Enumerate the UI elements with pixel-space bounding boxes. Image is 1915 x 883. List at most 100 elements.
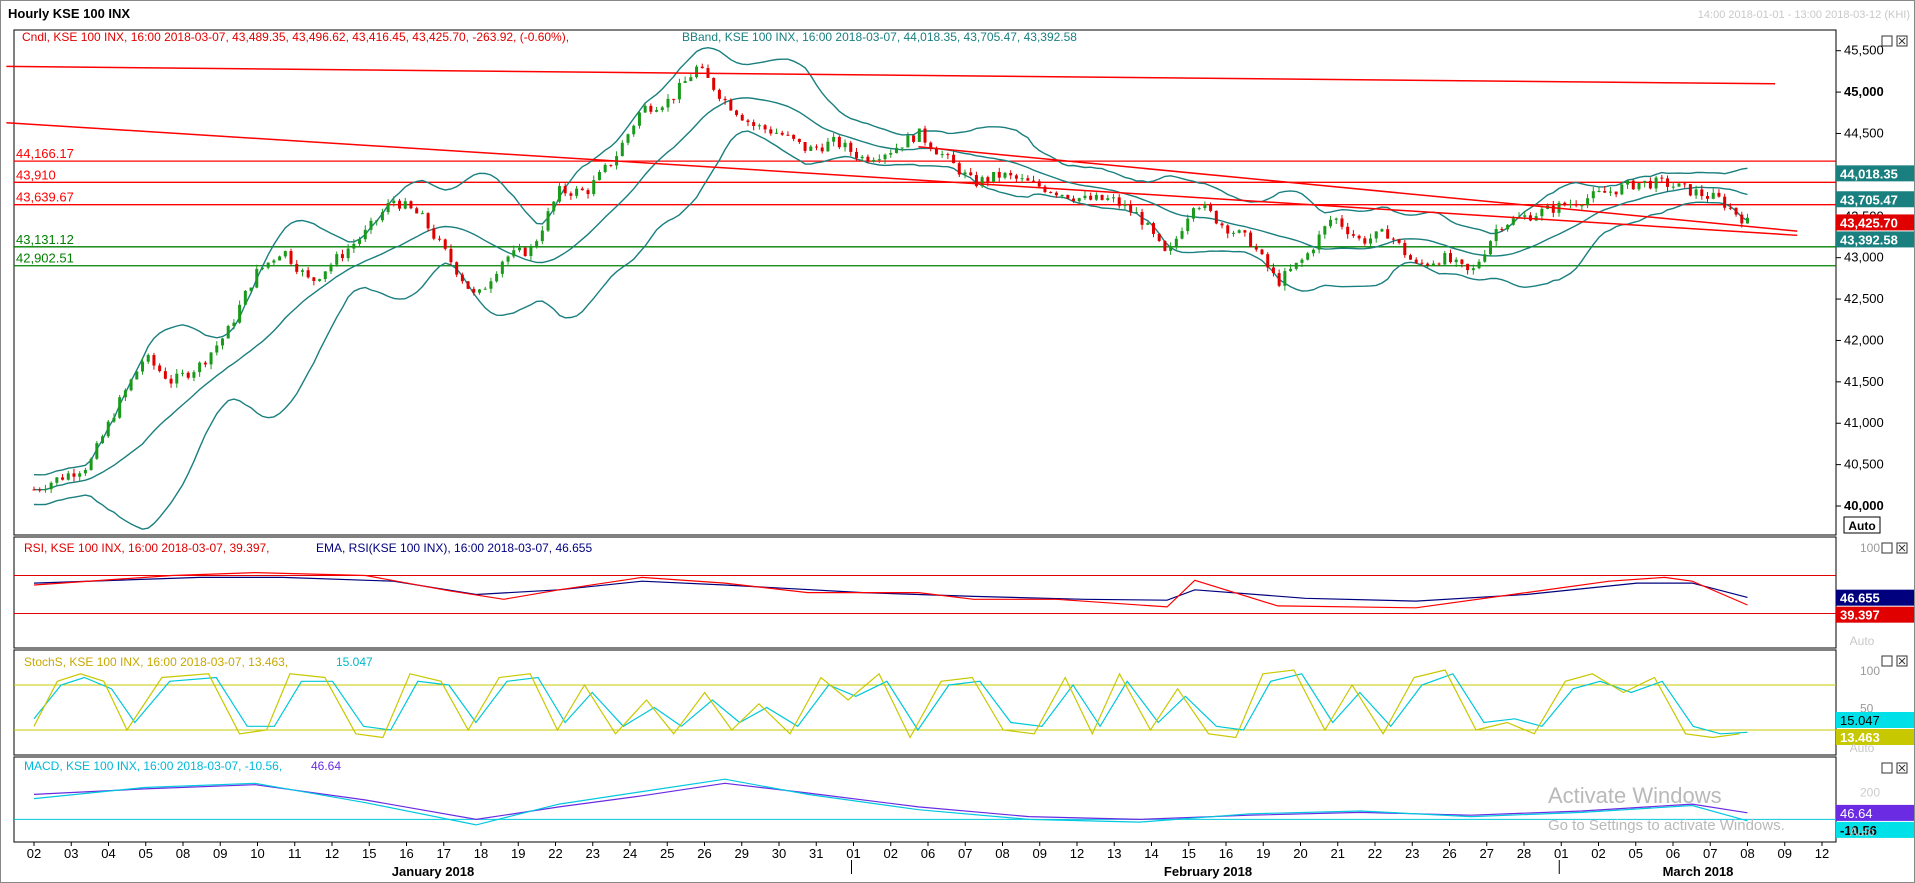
candle-body (592, 180, 596, 195)
candle-body (1289, 268, 1293, 272)
candle-body (729, 100, 733, 111)
candle-body (472, 288, 476, 293)
candle-body (335, 254, 339, 265)
candle-body (517, 247, 521, 251)
candle-body (1157, 233, 1161, 241)
candle-body (226, 326, 230, 339)
close-icon (1898, 657, 1906, 665)
rsi-auto-label[interactable]: Auto (1850, 634, 1875, 648)
stoch-header: StochS, KSE 100 INX, 16:00 2018-03-07, 1… (24, 655, 288, 669)
price-header-cndl: Cndl, KSE 100 INX, 16:00 2018-03-07, 43,… (22, 30, 569, 44)
candle-body (1191, 208, 1195, 219)
candle-body (797, 138, 801, 142)
candle-body (992, 171, 996, 182)
candle-body (106, 421, 110, 437)
time-tick-label: 26 (697, 846, 711, 861)
candle-body (306, 270, 310, 278)
time-tick-label: 09 (1033, 846, 1047, 861)
candle-body (1100, 194, 1104, 200)
candle-body (129, 379, 133, 391)
candle-body (1483, 254, 1487, 262)
price-auto-button[interactable] (1843, 516, 1881, 534)
candle-body (809, 146, 813, 151)
candle-body (843, 142, 847, 148)
candle-body (198, 362, 202, 373)
time-tick-label: 26 (1442, 846, 1456, 861)
candle-body (820, 147, 824, 152)
candle-body (712, 77, 716, 90)
candle-body (1386, 229, 1390, 239)
macd-tag-text: -10.56 (1840, 823, 1877, 838)
candle-body (403, 201, 407, 209)
price-tick-label: 43,000 (1844, 250, 1884, 265)
candle-body (752, 122, 756, 126)
time-tick-label: 10 (250, 846, 264, 861)
price-tick-label: 41,500 (1844, 374, 1884, 389)
candle-body (66, 473, 70, 480)
candle-body (1043, 186, 1047, 193)
candle-body (883, 154, 887, 160)
time-tick-label: 25 (660, 846, 674, 861)
candle-body (443, 239, 447, 249)
candle-body (1357, 235, 1361, 239)
price-tick-label: 42,500 (1844, 291, 1884, 306)
candle-body (1369, 238, 1373, 244)
time-tick-label: 16 (1219, 846, 1233, 861)
candle-body (917, 128, 921, 142)
candle-body (826, 141, 830, 152)
candle-body (1637, 183, 1641, 190)
candle-body (1072, 198, 1076, 202)
candle-body (238, 304, 242, 323)
candle-body (1283, 271, 1287, 286)
time-tick-label: 31 (809, 846, 823, 861)
candle-body (934, 148, 938, 155)
candle-body (1112, 197, 1116, 199)
candle-body (643, 105, 647, 113)
rsi-header: RSI, KSE 100 INX, 16:00 2018-03-07, 39.3… (24, 541, 270, 555)
panel-maximize-button (1881, 542, 1893, 554)
candle-body (346, 248, 350, 259)
price-value-tags: 44,018.35 43,705.47 43,425.70 43,392.58 (1836, 165, 1914, 248)
candle-body (512, 250, 516, 257)
candle-body (677, 82, 681, 100)
candle-body (1700, 189, 1704, 197)
time-tick-label: 02 (884, 846, 898, 861)
candle-body (101, 436, 105, 444)
candle-body (946, 154, 950, 156)
candle-body (523, 247, 527, 257)
candle-body (957, 163, 961, 175)
candle-body (586, 190, 590, 195)
candle-body (1306, 253, 1310, 260)
candle-body (158, 365, 162, 372)
price-value-tag-text: 43,705.47 (1840, 192, 1898, 207)
candle-body (1683, 183, 1687, 185)
candle-body (1477, 261, 1481, 269)
candle-body (215, 345, 219, 353)
time-tick-label: 09 (1778, 846, 1792, 861)
candle-body (1266, 254, 1270, 268)
time-tick-label: 08 (1740, 846, 1754, 861)
candle-body (369, 220, 373, 230)
candle-body (1420, 262, 1424, 264)
rsi-tick-label: 100 (1860, 541, 1880, 555)
candle-body (1277, 273, 1281, 286)
candle-body (889, 153, 893, 155)
stoch-auto-label[interactable]: Auto (1850, 741, 1875, 755)
time-axis: 02 03 04 05 08 09 10 11 12 15 16 17 18 19 22 23 24 25 26 29… (14, 841, 1836, 879)
candle-body (769, 129, 773, 134)
trend-line (6, 121, 1798, 237)
rsi-ema-tag-text: 46.655 (1840, 591, 1880, 606)
band-upper (33, 46, 1748, 476)
macd-auto-label[interactable]: Auto (1850, 825, 1875, 839)
candle-body (83, 469, 87, 474)
candle-body (1500, 229, 1504, 231)
candle-body (666, 98, 670, 108)
candle-body (1020, 178, 1024, 180)
candle-body (1660, 177, 1664, 179)
rsi-ema-header: EMA, RSI(KSE 100 INX), 16:00 2018-03-07,… (316, 541, 592, 555)
candle-body (1523, 215, 1527, 217)
candle-body (763, 125, 767, 130)
candle-body (786, 134, 790, 136)
